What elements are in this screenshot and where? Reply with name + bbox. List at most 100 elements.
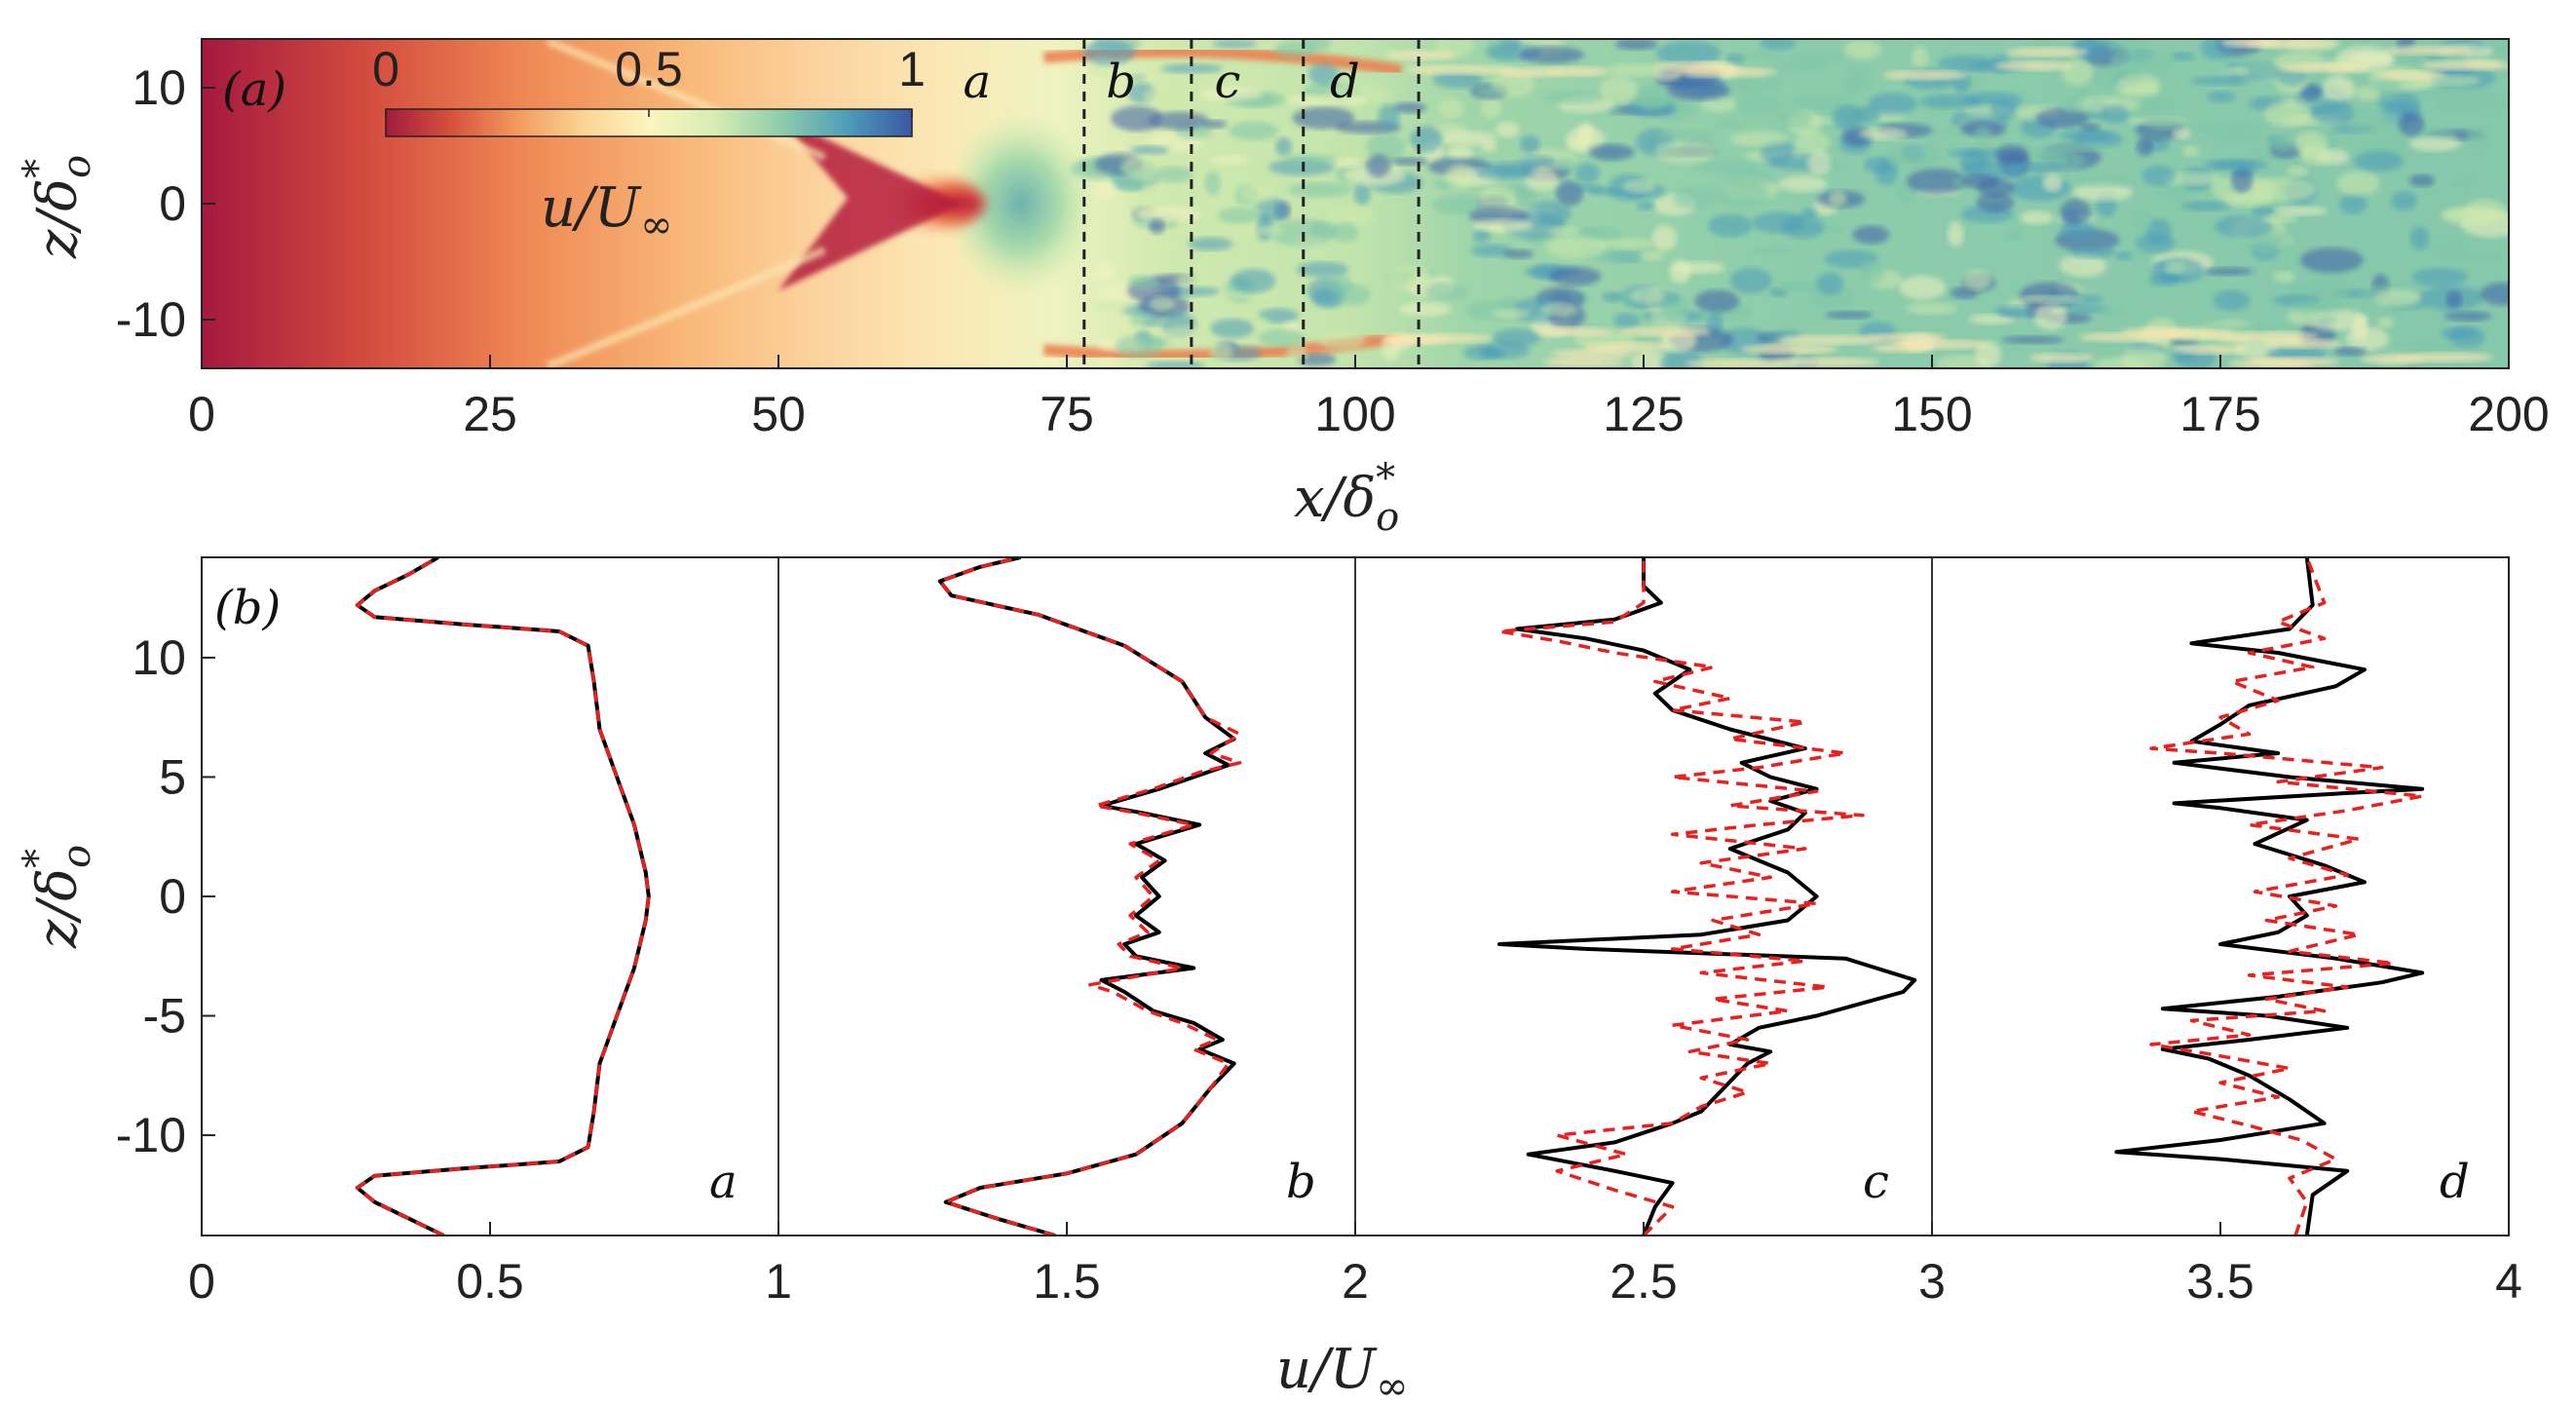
turbulence-blob (1875, 160, 1898, 186)
turbulence-blob (1789, 93, 1851, 110)
turbulence-blob (1470, 244, 1513, 257)
turbulence-blob (1946, 148, 2010, 159)
turbulence-blob (2001, 335, 2065, 344)
turbulence-blob (1701, 96, 1738, 113)
turbulence-blob (1155, 166, 1193, 183)
turbulence-blob (2072, 182, 2133, 202)
turbulence-blob (1287, 181, 1353, 198)
turbulence-blob (1519, 46, 1584, 64)
profile-c-dashed-line (1497, 557, 1865, 1236)
turbulence-blob (1694, 289, 1740, 313)
colorbar-label: u/U∞ (541, 176, 672, 247)
turbulence-blob (1549, 266, 1602, 286)
edge-streak (1543, 357, 1625, 367)
station-label-a: a (963, 55, 991, 109)
turbulence-blob (2344, 108, 2406, 135)
turbulence-blob (1317, 331, 1366, 351)
turbulence-blob (2033, 303, 2067, 330)
turbulence-blob (2248, 148, 2272, 160)
turbulence-blob (2163, 259, 2191, 275)
turbulence-blob (2123, 81, 2157, 98)
turbulence-blob (1130, 311, 1155, 327)
turbulence-blob (2042, 173, 2063, 193)
turbulence-blob (2106, 39, 2147, 54)
turbulence-blob (1145, 361, 1205, 368)
x-tick-label-b: 2.5 (1610, 1254, 1678, 1309)
turbulence-blob (1438, 131, 1497, 146)
x-tick-label-a: 50 (751, 387, 806, 441)
turbulence-blob (1968, 314, 2015, 324)
station-label-d: d (1330, 55, 1360, 109)
turbulence-blob (1852, 225, 1889, 245)
turbulence-blob (1542, 91, 1604, 104)
turbulence-blob (2304, 315, 2337, 324)
turbulence-blob (2074, 88, 2092, 98)
turbulence-blob (1238, 182, 1276, 205)
turbulence-blob (1228, 121, 1279, 141)
turbulence-blob (2109, 49, 2175, 75)
turbulence-blob (2344, 326, 2390, 352)
turbulence-blob (2222, 66, 2250, 76)
turbulence-blob (1520, 134, 1540, 155)
turbulence-blob (2009, 174, 2071, 202)
turbulence-blob (1715, 119, 1745, 130)
turbulence-blob (1092, 301, 1134, 312)
turbulence-blob (2408, 136, 2461, 152)
turbulence-blob (1607, 62, 1661, 77)
turbulence-blob (2207, 91, 2235, 103)
turbulence-blob (1948, 221, 1964, 247)
edge-streak (1546, 66, 1610, 77)
turbulence-blob (2068, 245, 2116, 259)
turbulence-blob (2288, 281, 2347, 294)
turbulence-blob (2060, 199, 2091, 226)
profile-letter-c: c (1863, 1155, 1889, 1209)
turbulence-blob (1253, 226, 1285, 236)
turbulence-blob (2412, 339, 2438, 355)
turbulence-blob (2204, 267, 2254, 276)
profile-c-solid-line (1497, 557, 1917, 1236)
turbulence-blob (2170, 52, 2196, 61)
turbulence-blob (2448, 325, 2485, 348)
panel-label-a: (a) (222, 62, 286, 117)
x-tick-label-a: 200 (2468, 387, 2549, 441)
turbulence-blob (2289, 299, 2341, 315)
turbulence-blob (2308, 309, 2368, 331)
turbulence-blob (1136, 206, 1201, 223)
turbulence-blob (2020, 210, 2054, 225)
profile-letter-b: b (1286, 1155, 1316, 1209)
turbulence-blob (1149, 111, 1210, 131)
turbulence-blob (1220, 290, 1255, 299)
turbulence-blob (1725, 53, 1745, 64)
turbulence-blob (1353, 182, 1371, 206)
turbulence-blob (1859, 127, 1908, 140)
profile-a-dashed-line (356, 557, 651, 1236)
turbulence-blob (1654, 139, 1717, 165)
turbulence-blob (2236, 52, 2288, 77)
turbulence-blob (1778, 282, 1808, 290)
edge-streak (1534, 326, 1613, 337)
turbulence-blob (2449, 176, 2480, 189)
edge-streak (2006, 47, 2089, 57)
turbulence-blob (1188, 237, 1233, 251)
turbulence-blob (2489, 39, 2509, 54)
edge-streak (2376, 70, 2446, 81)
edge-streak (2079, 332, 2167, 343)
turbulence-blob (1490, 308, 1531, 319)
turbulence-blob (1622, 179, 1656, 194)
y-tick-label-b: -5 (143, 989, 186, 1044)
edge-streak (2248, 357, 2340, 367)
turbulence-blob (1284, 95, 1345, 105)
profile-letter-a: a (709, 1155, 738, 1209)
turbulence-blob (1765, 70, 1783, 93)
turbulence-blob (2144, 118, 2185, 130)
turbulence-blob (1149, 218, 1165, 235)
turbulence-blob (1656, 40, 1721, 66)
turbulence-blob (1329, 274, 1353, 297)
turbulence-blob (1111, 105, 1163, 132)
edge-streak (1864, 332, 1947, 343)
turbulence-blob (1424, 282, 1469, 301)
turbulence-blob (2060, 95, 2086, 114)
turbulence-blob (2100, 305, 2126, 319)
turbulence-blob (1555, 180, 1583, 207)
